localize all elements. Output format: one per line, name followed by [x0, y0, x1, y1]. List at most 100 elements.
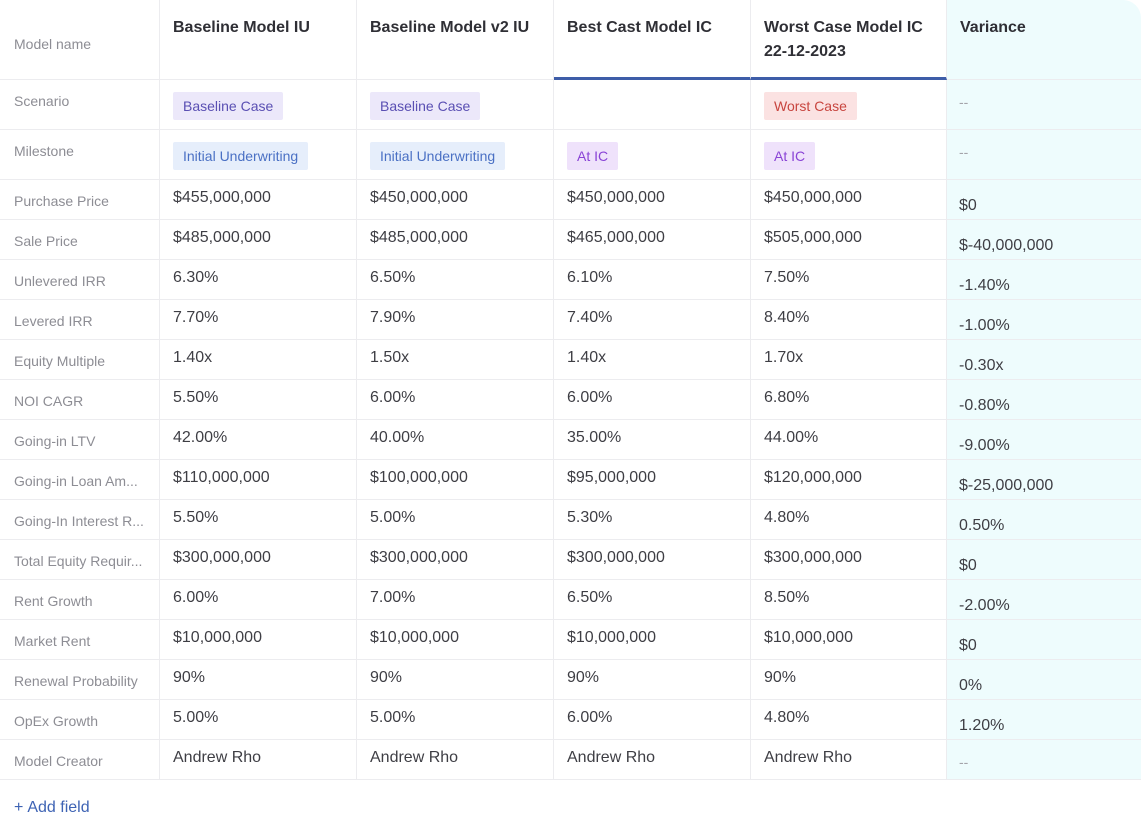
row-label-milestone: Milestone	[0, 130, 160, 180]
table-cell[interactable]: 7.40%	[554, 300, 751, 340]
table-cell[interactable]: $300,000,000	[554, 540, 751, 580]
table-cell[interactable]: $485,000,000	[357, 220, 554, 260]
table-cell[interactable]: 1.70x	[751, 340, 947, 380]
table-cell[interactable]: 1.50x	[357, 340, 554, 380]
table-cell[interactable]: $95,000,000	[554, 460, 751, 500]
row-label-equity-multiple: Equity Multiple	[0, 340, 160, 380]
table-cell[interactable]: Andrew Rho	[751, 740, 947, 780]
table-cell[interactable]: $300,000,000	[751, 540, 947, 580]
variance-cell: -1.00%	[947, 300, 1141, 340]
column-header-baseline-iu[interactable]: Baseline Model IU	[160, 0, 357, 80]
table-cell[interactable]: 5.50%	[160, 500, 357, 540]
table-cell[interactable]: 6.00%	[554, 700, 751, 740]
table-cell[interactable]: 4.80%	[751, 500, 947, 540]
table-cell[interactable]: 5.00%	[357, 500, 554, 540]
table-cell[interactable]: $120,000,000	[751, 460, 947, 500]
milestone-tag: Initial Underwriting	[173, 142, 309, 170]
column-header-baseline-v2-iu[interactable]: Baseline Model v2 IU	[357, 0, 554, 80]
table-cell[interactable]: 5.30%	[554, 500, 751, 540]
table-cell[interactable]: 44.00%	[751, 420, 947, 460]
table-cell[interactable]: $450,000,000	[357, 180, 554, 220]
table-cell[interactable]: 1.40x	[160, 340, 357, 380]
table-cell[interactable]: $10,000,000	[554, 620, 751, 660]
variance-cell: $0	[947, 620, 1141, 660]
table-cell[interactable]: 40.00%	[357, 420, 554, 460]
table-cell[interactable]: Andrew Rho	[554, 740, 751, 780]
scenario-tag: Baseline Case	[370, 92, 481, 120]
table-cell[interactable]: 7.70%	[160, 300, 357, 340]
variance-cell: -1.40%	[947, 260, 1141, 300]
table-cell[interactable]: $300,000,000	[160, 540, 357, 580]
table-cell[interactable]: 90%	[751, 660, 947, 700]
table-cell[interactable]: $10,000,000	[357, 620, 554, 660]
add-field-label: Add field	[27, 799, 90, 816]
table-cell[interactable]: $455,000,000	[160, 180, 357, 220]
model-name-header: Model name	[0, 0, 160, 80]
table-cell[interactable]: 6.80%	[751, 380, 947, 420]
row-label-going-in-interest-rate: Going-In Interest R...	[0, 500, 160, 540]
table-cell[interactable]: $110,000,000	[160, 460, 357, 500]
table-cell[interactable]: 1.40x	[554, 340, 751, 380]
table-cell[interactable]: $300,000,000	[357, 540, 554, 580]
variance-cell: $-40,000,000	[947, 220, 1141, 260]
table-cell[interactable]: 6.50%	[357, 260, 554, 300]
table-cell[interactable]: 6.00%	[357, 380, 554, 420]
scenario-cell[interactable]: Baseline Case	[357, 80, 554, 130]
column-header-best-cast-ic[interactable]: Best Cast Model IC	[554, 0, 751, 80]
row-label-renewal-probability: Renewal Probability	[0, 660, 160, 700]
comparison-table: Model name Baseline Model IU Baseline Mo…	[0, 0, 1141, 780]
variance-cell: -0.80%	[947, 380, 1141, 420]
table-cell[interactable]: 5.00%	[357, 700, 554, 740]
table-cell[interactable]: 5.00%	[160, 700, 357, 740]
variance-cell: -9.00%	[947, 420, 1141, 460]
variance-cell: -2.00%	[947, 580, 1141, 620]
table-cell[interactable]: 42.00%	[160, 420, 357, 460]
row-label-sale-price: Sale Price	[0, 220, 160, 260]
scenario-cell[interactable]: Worst Case	[751, 80, 947, 130]
table-cell[interactable]: 90%	[160, 660, 357, 700]
table-cell[interactable]: 8.50%	[751, 580, 947, 620]
table-cell[interactable]: $100,000,000	[357, 460, 554, 500]
table-cell[interactable]: $450,000,000	[554, 180, 751, 220]
table-cell[interactable]: Andrew Rho	[357, 740, 554, 780]
row-label-noi-cagr: NOI CAGR	[0, 380, 160, 420]
table-cell[interactable]: 7.50%	[751, 260, 947, 300]
table-cell[interactable]: 90%	[357, 660, 554, 700]
table-cell[interactable]: 7.00%	[357, 580, 554, 620]
table-cell[interactable]: 90%	[554, 660, 751, 700]
table-cell[interactable]: 6.00%	[554, 380, 751, 420]
row-label-opex-growth: OpEx Growth	[0, 700, 160, 740]
table-cell[interactable]: 6.10%	[554, 260, 751, 300]
table-cell[interactable]: $505,000,000	[751, 220, 947, 260]
table-cell[interactable]: 6.30%	[160, 260, 357, 300]
table-cell[interactable]: $10,000,000	[160, 620, 357, 660]
variance-cell: -0.30x	[947, 340, 1141, 380]
milestone-cell[interactable]: Initial Underwriting	[160, 130, 357, 180]
column-header-worst-case-ic[interactable]: Worst Case Model IC 22-12-2023	[751, 0, 947, 80]
scenario-tag: Baseline Case	[173, 92, 284, 120]
table-cell[interactable]: 8.40%	[751, 300, 947, 340]
variance-cell: $0	[947, 180, 1141, 220]
table-cell[interactable]: 4.80%	[751, 700, 947, 740]
add-field-button[interactable]: + Add field	[14, 799, 90, 817]
scenario-cell[interactable]: Baseline Case	[160, 80, 357, 130]
table-cell[interactable]: $465,000,000	[554, 220, 751, 260]
milestone-cell[interactable]: At IC	[751, 130, 947, 180]
table-cell[interactable]: $485,000,000	[160, 220, 357, 260]
table-cell[interactable]: 6.50%	[554, 580, 751, 620]
table-cell[interactable]: 5.50%	[160, 380, 357, 420]
variance-cell: 1.20%	[947, 700, 1141, 740]
row-label-purchase-price: Purchase Price	[0, 180, 160, 220]
scenario-cell-empty[interactable]	[554, 80, 751, 130]
table-cell[interactable]: 6.00%	[160, 580, 357, 620]
table-cell[interactable]: $10,000,000	[751, 620, 947, 660]
table-cell[interactable]: Andrew Rho	[160, 740, 357, 780]
variance-cell: 0%	[947, 660, 1141, 700]
milestone-cell[interactable]: At IC	[554, 130, 751, 180]
row-label-model-creator: Model Creator	[0, 740, 160, 780]
milestone-cell[interactable]: Initial Underwriting	[357, 130, 554, 180]
table-cell[interactable]: 7.90%	[357, 300, 554, 340]
table-cell[interactable]: 35.00%	[554, 420, 751, 460]
table-cell[interactable]: $450,000,000	[751, 180, 947, 220]
